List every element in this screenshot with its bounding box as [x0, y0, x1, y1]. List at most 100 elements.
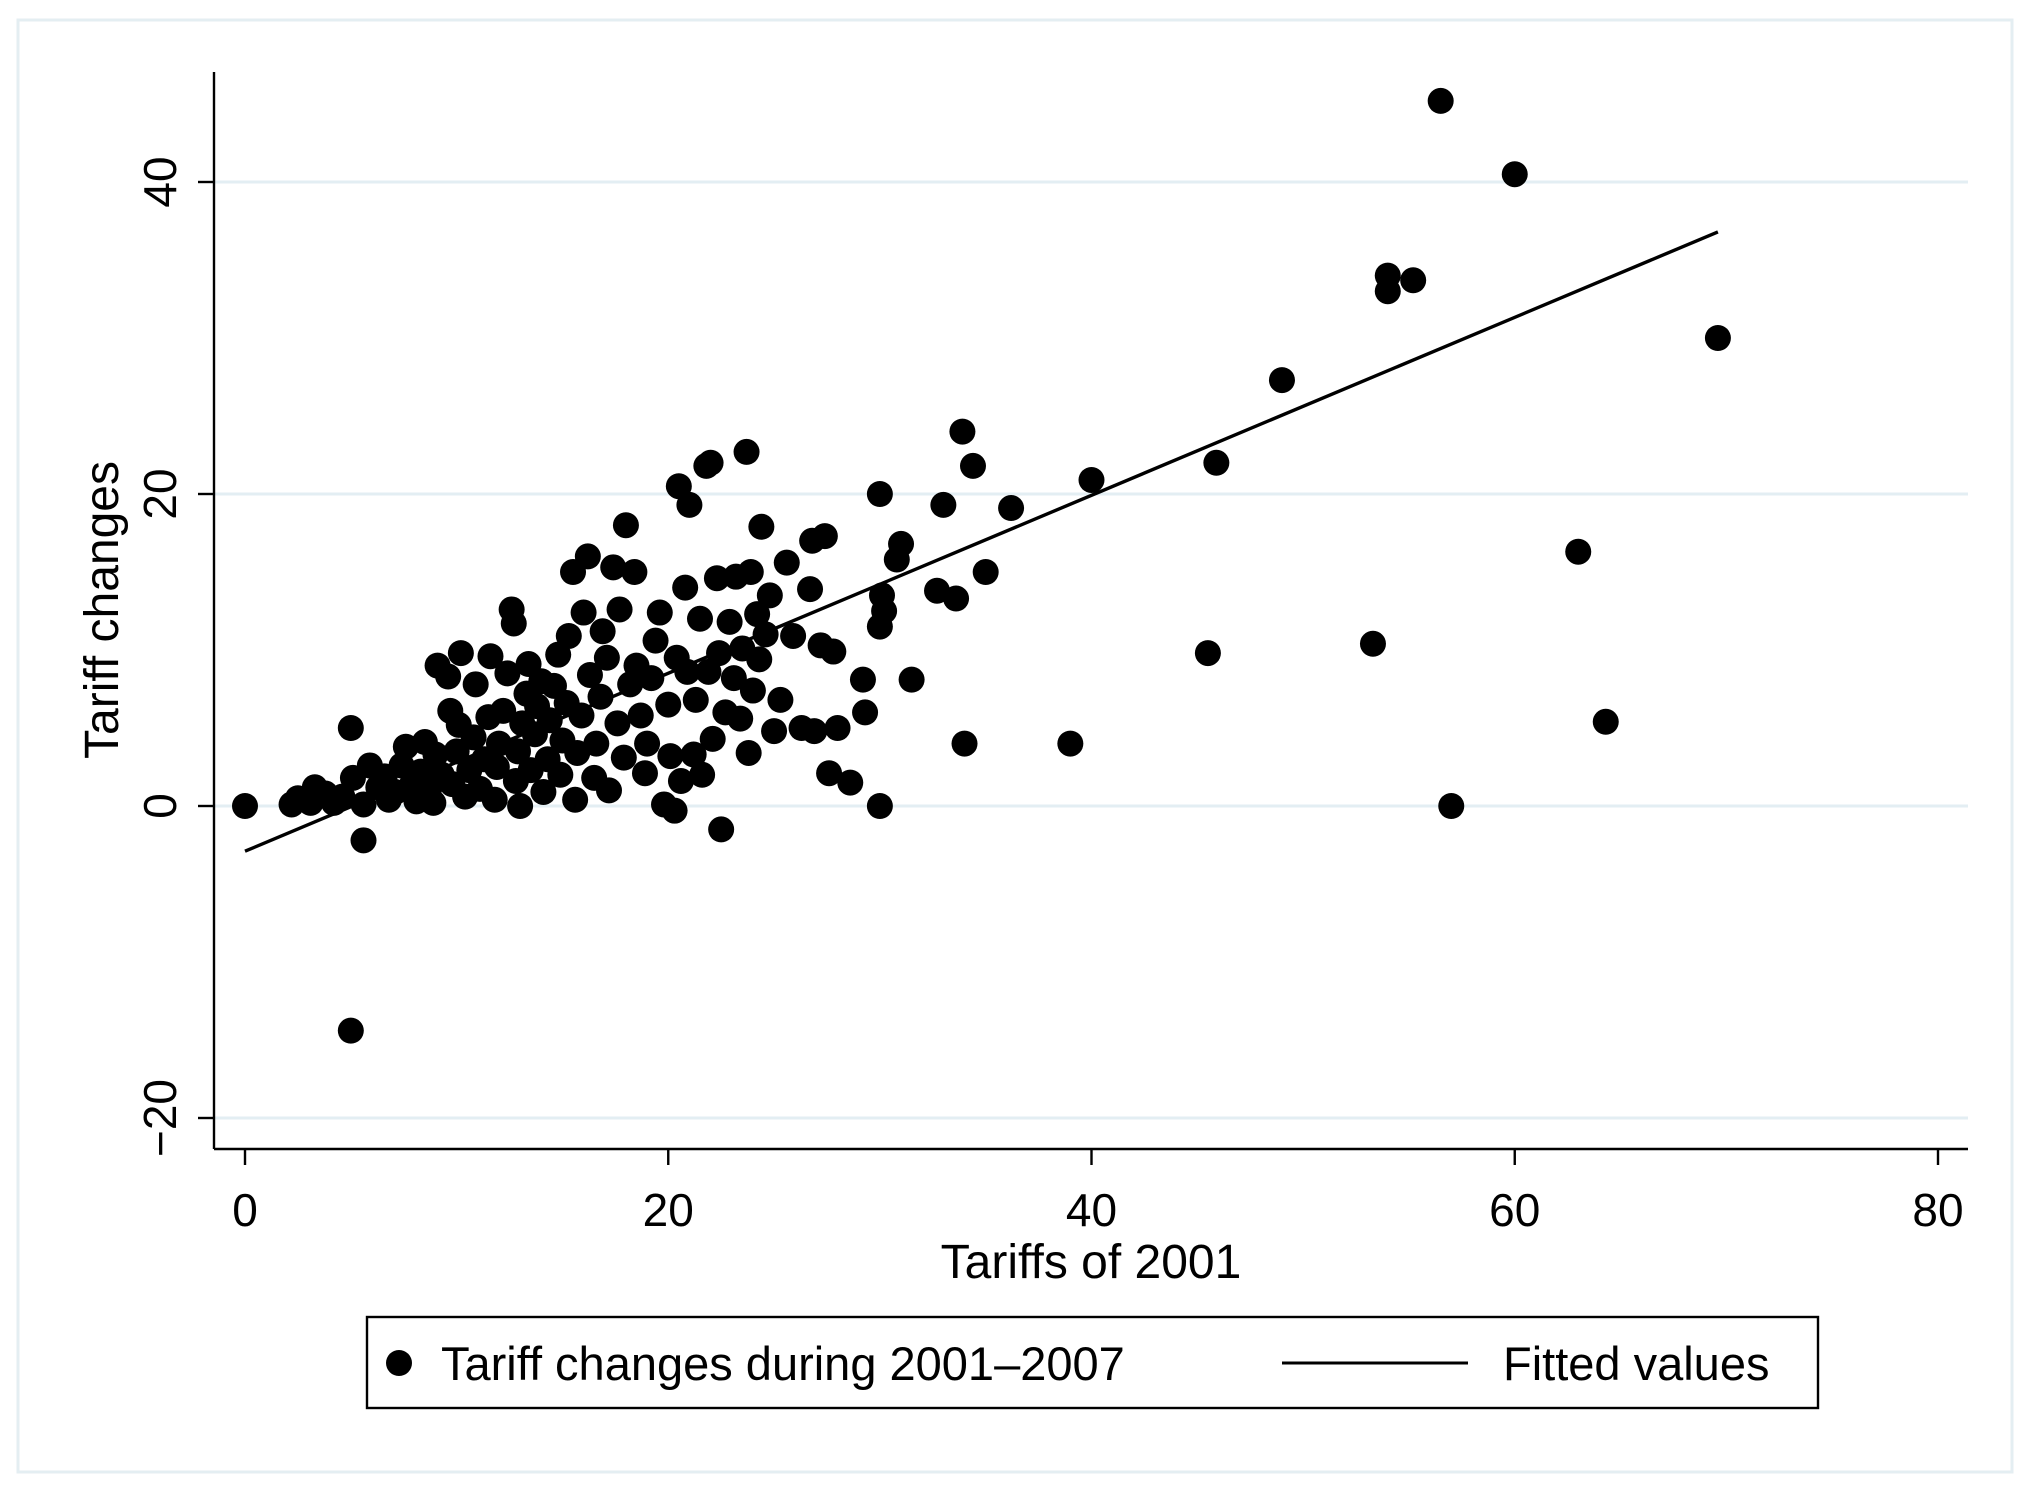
- scatter-point-155: [898, 666, 925, 693]
- scatter-point-86: [612, 512, 639, 539]
- fitted-values-line: [244, 230, 1719, 853]
- scatter-point-37: [460, 724, 487, 751]
- scatter-point-26: [422, 741, 449, 768]
- scatter-point-152: [866, 793, 893, 819]
- scatter-point-79: [589, 618, 616, 645]
- scatter-point-102: [667, 768, 694, 795]
- scatter-point-176: [1565, 538, 1592, 565]
- scatter-point-108: [686, 605, 713, 632]
- scatter-point-72: [568, 702, 595, 729]
- scatter-point-42: [477, 643, 504, 670]
- scatter-point-158: [943, 585, 970, 612]
- scatter-point-97: [655, 691, 682, 718]
- scatter-point-88: [621, 559, 648, 585]
- scatter-point-74: [574, 543, 601, 570]
- scatter-point-94: [642, 627, 669, 654]
- scatter-point-174: [1438, 793, 1465, 819]
- scatter-point-44: [483, 754, 510, 780]
- scatter-point-73: [570, 599, 597, 626]
- scatter-point-106: [680, 741, 707, 768]
- scatter-point-173: [1427, 87, 1454, 114]
- scatter-point-178: [1704, 325, 1731, 351]
- y-tick-label-0: −20: [134, 1079, 186, 1157]
- scatter-point-38: [462, 671, 489, 698]
- scatter-point-60: [530, 778, 557, 805]
- scatter-point-105: [676, 491, 703, 518]
- scatter-point-65: [547, 761, 574, 788]
- scatter-point-46: [490, 697, 517, 724]
- y-tick-label-1: 0: [134, 793, 186, 819]
- scatter-point-92: [634, 730, 661, 757]
- x-tick-label-0: 0: [232, 1184, 258, 1236]
- scatter-point-137: [797, 576, 824, 603]
- scatter-point-132: [761, 718, 788, 745]
- scatter-point-70: [562, 786, 589, 813]
- scatter-point-164: [1057, 730, 1084, 757]
- scatter-point-121: [727, 705, 754, 732]
- scatter-point-109: [689, 761, 716, 788]
- scatter-point-123: [733, 438, 760, 465]
- scatter-point-85: [610, 744, 637, 771]
- scatter-point-43: [481, 786, 508, 813]
- x-tick-label-4: 80: [1912, 1184, 1963, 1236]
- scatter-point-75: [576, 661, 603, 688]
- legend-box: [365, 1315, 1820, 1410]
- scatter-point-134: [773, 549, 800, 576]
- scatter-point-103: [672, 574, 699, 601]
- scatter-point-80: [593, 644, 620, 671]
- scatter-point-124: [735, 739, 762, 766]
- scatter-point-151: [871, 598, 898, 624]
- scatter-point-9: [337, 1017, 364, 1044]
- scatter-point-143: [820, 638, 847, 665]
- scatter-point-166: [1194, 640, 1221, 667]
- scatter-point-68: [555, 622, 582, 649]
- scatter-point-172: [1400, 267, 1427, 294]
- x-axis-title: Tariffs of 2001: [941, 1236, 1242, 1289]
- legend: Tariff changes during 2001–2007 Fitted v…: [365, 1315, 1820, 1410]
- scatter-point-99: [661, 797, 688, 824]
- scatter-point-169: [1359, 630, 1386, 657]
- scatter-point-127: [744, 601, 771, 628]
- scatter-points: [232, 87, 1731, 1044]
- scatter-point-104: [674, 658, 701, 685]
- x-tick-label-3: 60: [1489, 1184, 1540, 1236]
- x-tick-label-2: 40: [1066, 1184, 1117, 1236]
- y-axis-title: Tariff changes: [76, 461, 129, 759]
- legend-line-label: Fitted values: [1503, 1337, 1769, 1390]
- scatter-point-161: [959, 452, 986, 479]
- scatter-point-77: [583, 730, 610, 757]
- scatter-point-25: [420, 789, 447, 816]
- scatter-point-175: [1501, 161, 1528, 188]
- scatter-point-165: [1078, 466, 1105, 493]
- scatter-point-144: [824, 715, 851, 741]
- legend-scatter-label: Tariff changes during 2001–2007: [441, 1337, 1125, 1390]
- scatter-point-49: [500, 610, 527, 637]
- scatter-point-141: [811, 523, 838, 550]
- scatter-point-116: [708, 816, 735, 843]
- scatter-point-95: [646, 599, 673, 626]
- scatter-point-162: [972, 559, 999, 585]
- scatter-point-112: [697, 449, 724, 476]
- scatter-point-139: [801, 718, 828, 745]
- scatter-point-157: [930, 491, 957, 518]
- scatter-point-126: [739, 677, 766, 704]
- outer-frame: [16, 18, 2014, 1474]
- scatter-point-154: [888, 530, 915, 557]
- scatter-point-168: [1268, 367, 1295, 394]
- scatter-point-167: [1203, 449, 1230, 476]
- scatter-point-8: [337, 715, 364, 741]
- y-axis-ticks: −20 0 20 40: [134, 156, 214, 1157]
- scatter-point-91: [631, 760, 658, 787]
- scatter-point-114: [703, 565, 730, 592]
- scatter-point-145: [837, 769, 864, 796]
- scatter-point-147: [852, 699, 879, 726]
- fitted-line-layer: [244, 230, 1719, 853]
- scatter-point-84: [606, 596, 633, 623]
- scatter-point-160: [951, 730, 978, 757]
- scatter-point-51: [504, 738, 531, 765]
- scatter-point-135: [780, 622, 807, 649]
- scatter-point-11: [350, 827, 377, 854]
- scatter-point-82: [600, 554, 627, 581]
- legend-scatter-marker: [386, 1350, 412, 1376]
